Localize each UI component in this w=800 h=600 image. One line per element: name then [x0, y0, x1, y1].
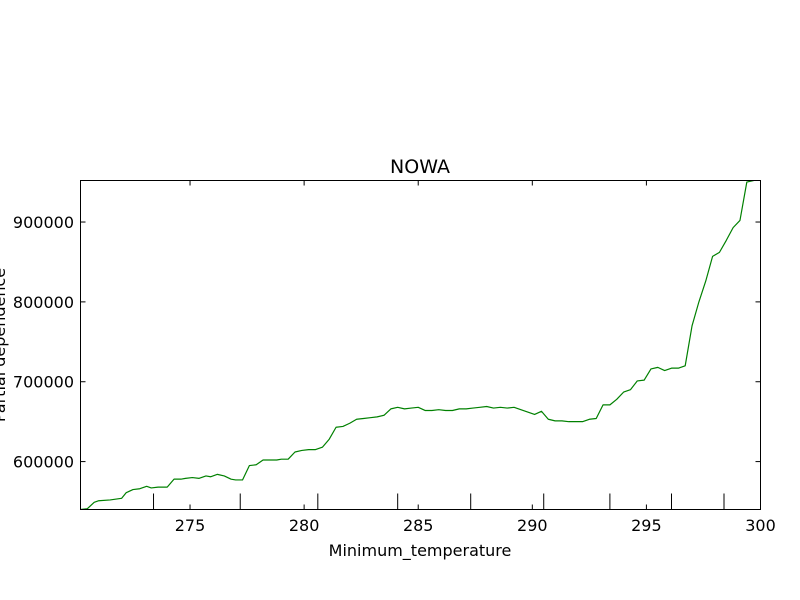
y-tick-label: 900000 [13, 213, 74, 232]
x-tick-label: 285 [403, 516, 434, 535]
chart-title: NOWA [390, 156, 450, 178]
plot-frame [80, 180, 761, 510]
x-tick-label: 280 [289, 516, 320, 535]
x-axis-ticks: 275 280 285 290 295 300 [175, 180, 776, 535]
series-line-0 [80, 180, 754, 510]
plot-area [80, 180, 754, 510]
y-axis-title: Partial dependence [0, 268, 9, 422]
y-tick-label: 600000 [13, 453, 74, 472]
y-tick-label: 700000 [13, 373, 74, 392]
y-tick-label: 800000 [13, 293, 74, 312]
x-tick-label: 290 [517, 516, 548, 535]
x-tick-label: 295 [631, 516, 662, 535]
y-axis-ticks: 600000 700000 800000 900000 [13, 213, 761, 472]
x-axis-title: Minimum_temperature [329, 541, 512, 561]
rug-ticks [153, 493, 725, 510]
x-tick-label: 300 [745, 516, 776, 535]
x-tick-label: 275 [175, 516, 206, 535]
